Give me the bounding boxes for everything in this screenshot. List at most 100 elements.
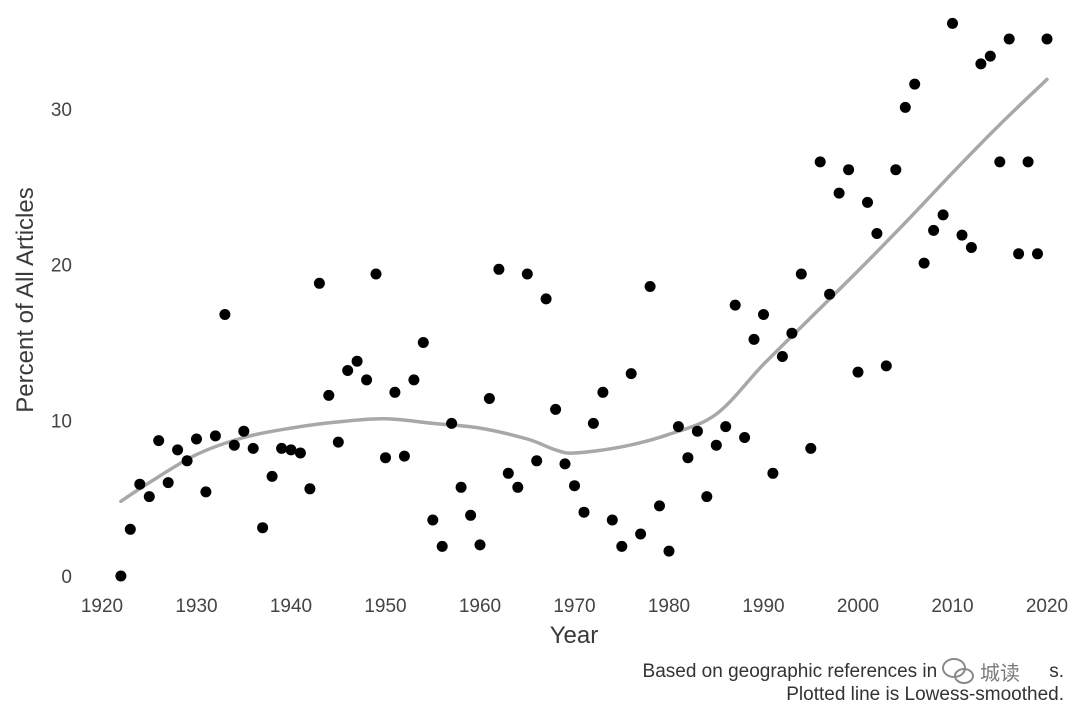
data-point	[125, 524, 136, 535]
data-point	[758, 309, 769, 320]
data-point	[144, 491, 155, 502]
data-point	[834, 188, 845, 199]
data-point	[664, 546, 675, 557]
data-point	[389, 387, 400, 398]
data-point	[1013, 248, 1024, 259]
x-tick-label: 2020	[1026, 596, 1068, 617]
data-point	[475, 539, 486, 550]
data-point	[654, 500, 665, 511]
data-point	[853, 367, 864, 378]
data-point	[645, 281, 656, 292]
data-point	[399, 451, 410, 462]
data-point	[134, 479, 145, 490]
x-axis-label: Year	[550, 622, 599, 649]
data-point	[153, 435, 164, 446]
data-point	[673, 421, 684, 432]
data-point	[701, 491, 712, 502]
x-tick-label: 1980	[648, 596, 690, 617]
data-point	[503, 468, 514, 479]
data-point	[692, 426, 703, 437]
data-point	[890, 164, 901, 175]
x-tick-label: 1970	[553, 596, 595, 617]
data-point	[881, 360, 892, 371]
data-point	[739, 432, 750, 443]
data-point	[994, 156, 1005, 167]
data-point	[938, 209, 949, 220]
data-point	[323, 390, 334, 401]
data-point	[257, 522, 268, 533]
data-point	[767, 468, 778, 479]
data-point	[749, 334, 760, 345]
caption-line-1: Based on geographic references in s.	[643, 661, 1064, 683]
data-point	[333, 437, 344, 448]
y-tick-label: 0	[61, 567, 72, 588]
data-point	[380, 452, 391, 463]
data-point	[465, 510, 476, 521]
data-point	[115, 571, 126, 582]
data-point	[720, 421, 731, 432]
y-tick-label: 10	[51, 411, 72, 432]
data-point	[541, 293, 552, 304]
data-point	[550, 404, 561, 415]
data-point	[579, 507, 590, 518]
data-point	[560, 458, 571, 469]
data-point	[200, 486, 211, 497]
data-points	[115, 18, 1052, 582]
x-tick-label: 2010	[931, 596, 973, 617]
data-point	[588, 418, 599, 429]
data-point	[371, 269, 382, 280]
data-point	[985, 51, 996, 62]
x-tick-label: 1960	[459, 596, 501, 617]
data-point	[182, 455, 193, 466]
data-point	[210, 430, 221, 441]
data-point	[163, 477, 174, 488]
y-tick-labels: 0 10 20 30	[51, 100, 72, 588]
data-point	[1042, 34, 1053, 45]
data-point	[635, 529, 646, 540]
data-point	[824, 289, 835, 300]
data-point	[843, 164, 854, 175]
x-tick-labels: 1920 1930 1940 1950 1960 1970 1980 1990 2000 2010…	[81, 596, 1068, 617]
y-axis-label: Percent of All Articles	[12, 187, 39, 412]
data-point	[522, 269, 533, 280]
data-point	[957, 230, 968, 241]
data-point	[172, 444, 183, 455]
data-point	[1004, 34, 1015, 45]
data-point	[456, 482, 467, 493]
data-point	[219, 309, 230, 320]
lowess-smoothed-line	[121, 79, 1047, 501]
x-tick-label: 1950	[364, 596, 406, 617]
data-point	[484, 393, 495, 404]
data-point	[730, 300, 741, 311]
data-point	[361, 374, 372, 385]
data-point	[975, 58, 986, 69]
x-tick-label: 1930	[175, 596, 217, 617]
data-point	[1023, 156, 1034, 167]
x-tick-label: 1920	[81, 596, 123, 617]
data-point	[900, 102, 911, 113]
data-point	[815, 156, 826, 167]
data-point	[314, 278, 325, 289]
data-point	[909, 79, 920, 90]
data-point	[352, 356, 363, 367]
data-point	[786, 328, 797, 339]
data-point	[626, 368, 637, 379]
data-point	[616, 541, 627, 552]
data-point	[238, 426, 249, 437]
data-point	[966, 242, 977, 253]
data-point	[248, 443, 259, 454]
y-tick-label: 20	[51, 256, 72, 277]
data-point	[493, 264, 504, 275]
data-point	[871, 228, 882, 239]
data-point	[418, 337, 429, 348]
caption-line-2: Plotted line is Lowess-smoothed.	[786, 684, 1064, 706]
data-point	[796, 269, 807, 280]
data-point	[427, 515, 438, 526]
data-point	[267, 471, 278, 482]
data-point	[276, 443, 287, 454]
data-point	[805, 443, 816, 454]
data-point	[597, 387, 608, 398]
x-tick-label: 1990	[742, 596, 784, 617]
data-point	[919, 258, 930, 269]
